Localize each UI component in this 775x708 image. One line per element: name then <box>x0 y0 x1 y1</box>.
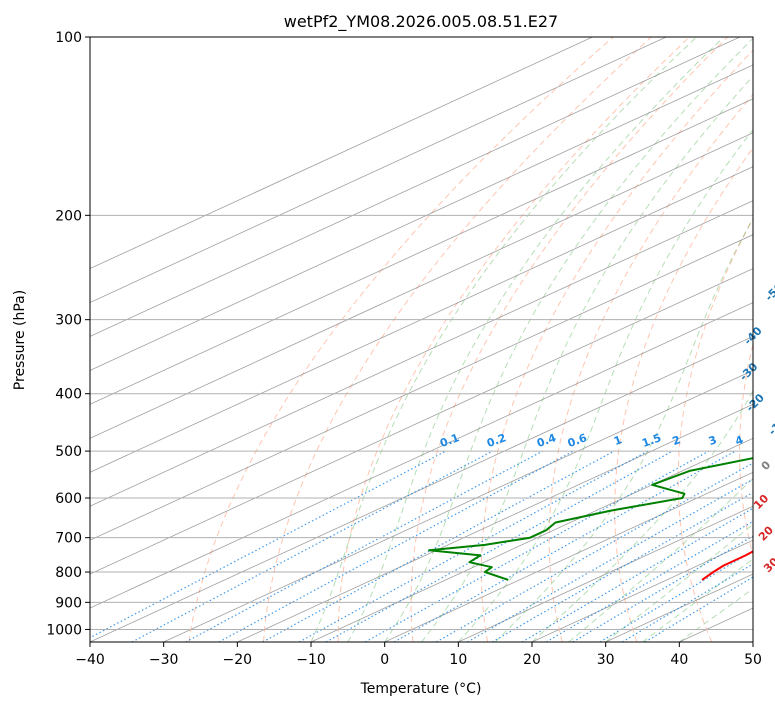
mixing-ratio-label: 2 <box>671 433 683 448</box>
isotherm-line <box>531 539 753 642</box>
y-tick-label: 600 <box>55 491 82 507</box>
mixing-ratio-label: 0.2 <box>485 431 508 450</box>
moist-adiabat-line <box>568 477 753 642</box>
mixing-ratio-label: 0.6 <box>566 431 589 450</box>
dry-adiabat-line <box>739 342 753 558</box>
x-axis: −40 −30 −20 −10 0 10 20 30 40 50 <box>75 642 762 668</box>
y-tick-label: 800 <box>55 565 82 581</box>
mixing-ratio-line <box>599 550 753 642</box>
y-tick-label: 1000 <box>46 622 82 638</box>
x-tick-label: 40 <box>670 652 688 668</box>
moist-adiabat-line <box>421 75 753 642</box>
mixing-ratio-line <box>185 450 543 642</box>
moist-adiabat-line <box>642 558 753 642</box>
x-tick-label: 10 <box>449 652 467 668</box>
y-tick-label: 700 <box>55 531 82 547</box>
dry-adiabat-line <box>188 37 614 642</box>
dry-adiabat-line <box>263 37 652 642</box>
mixing-ratio-line <box>218 450 574 642</box>
isotherm-line <box>237 403 753 642</box>
isotherm-line <box>90 336 753 642</box>
mixing-ratio-label: 3 <box>707 433 719 448</box>
mixing-ratio-label: 4 <box>733 433 745 448</box>
sounding-profiles <box>428 457 753 581</box>
isotherm-line <box>90 98 753 405</box>
isotherm-label: 20 <box>756 523 775 543</box>
y-tick-label: 100 <box>55 30 82 46</box>
plot-frame <box>89 36 754 643</box>
isotherm-line <box>90 37 741 337</box>
plot-area <box>90 37 753 642</box>
mixing-ratio-label: 1.5 <box>640 431 663 450</box>
isotherm-line <box>90 302 753 609</box>
x-axis-title: Temperature (°C) <box>360 681 482 697</box>
isotherm-line <box>90 132 753 439</box>
isotherm-line <box>90 37 667 303</box>
moist-adiabat-line <box>384 37 753 642</box>
y-axis-title: Pressure (hPa) <box>12 290 28 390</box>
isotherm-line <box>90 268 753 575</box>
isotherm-line <box>163 369 753 642</box>
x-tick-label: −30 <box>149 652 179 668</box>
isotherm-line <box>90 234 753 541</box>
isotherm-line <box>90 200 753 507</box>
dewpoint-profile <box>428 457 753 581</box>
mixing-ratio-line <box>325 450 673 642</box>
y-tick-label: 300 <box>55 313 82 329</box>
mixing-ratio-label: 0.4 <box>535 431 558 450</box>
isotherm-line <box>458 505 753 642</box>
moist-adiabat-line <box>679 588 753 642</box>
dry-adiabat-line <box>410 37 728 642</box>
isotherm-line <box>90 37 593 270</box>
dry-adiabat-line <box>614 147 753 642</box>
isotherm-line <box>90 64 753 371</box>
moist-adiabat-line <box>457 129 753 642</box>
x-tick-label: 20 <box>523 652 541 668</box>
isotherm-label: -10 <box>766 415 775 438</box>
x-tick-label: −20 <box>223 652 253 668</box>
dry-adiabat-line <box>480 49 753 642</box>
background-lines <box>90 37 753 642</box>
y-axis: 100 200 300 400 500 600 700 800 900 1000 <box>46 30 90 638</box>
chart-title: wetPf2_YM08.2026.005.08.51.E27 <box>284 12 558 32</box>
mixing-ratio-label: 1 <box>612 433 624 448</box>
mixing-ratio-line <box>298 450 649 642</box>
mixing-ratio-line <box>262 450 615 642</box>
moist-adiabat-line <box>494 217 753 642</box>
mixing-ratio-label: 0.1 <box>438 431 461 450</box>
isotherm-line <box>310 437 753 642</box>
dry-adiabat-line <box>548 93 753 642</box>
y-tick-label: 200 <box>55 208 82 224</box>
isotherm-line <box>90 166 753 473</box>
mixing-ratio-line <box>467 478 753 642</box>
mixing-ratio-line <box>491 491 753 642</box>
y-tick-label: 500 <box>55 444 82 460</box>
dry-adiabat-line <box>337 37 690 642</box>
y-tick-label: 900 <box>55 595 82 611</box>
isotherm-line <box>384 471 753 642</box>
x-tick-label: 0 <box>380 652 389 668</box>
x-tick-label: 30 <box>597 652 615 668</box>
moist-adiabat-line <box>531 389 753 642</box>
pressure-grid <box>90 37 753 630</box>
x-tick-label: −10 <box>296 652 326 668</box>
mixing-ratio-line <box>644 576 753 642</box>
x-tick-label: 50 <box>744 652 762 668</box>
mixing-ratio-line <box>365 450 710 642</box>
x-tick-label: −40 <box>75 652 105 668</box>
y-tick-label: 400 <box>55 387 82 403</box>
